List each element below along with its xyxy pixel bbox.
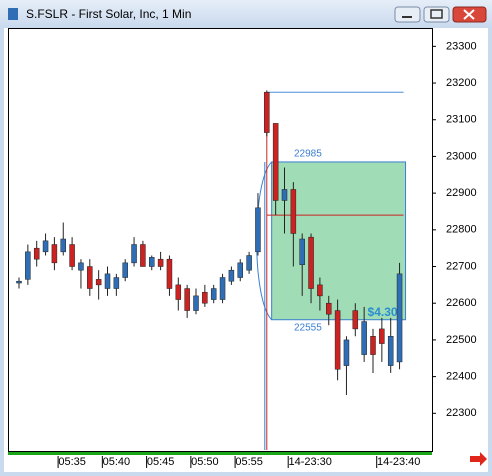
candle-body (113, 277, 120, 289)
y-tick-label: 23100 (446, 114, 477, 126)
y-tick-label: 22600 (446, 297, 477, 309)
candle-body (334, 310, 341, 370)
range-box (271, 161, 407, 321)
candle-body (51, 244, 58, 264)
time-bar (8, 452, 432, 455)
candle-body (60, 238, 66, 253)
candle-body (343, 339, 350, 366)
app-icon (8, 8, 18, 20)
candle-body (264, 91, 270, 133)
close-icon (463, 9, 475, 20)
window-title: S.FSLR - First Solar, Inc, 1 Min (26, 7, 191, 21)
scroll-arrow[interactable] (470, 452, 487, 466)
y-tick-label: 22800 (446, 224, 477, 236)
candle-body (78, 262, 84, 271)
candle-body (42, 240, 49, 253)
y-tick-label: 23300 (446, 40, 477, 52)
candle-body (281, 189, 288, 201)
candle-body (131, 244, 137, 264)
candle-body (202, 291, 208, 304)
candle-body (16, 280, 22, 284)
candle-body (25, 251, 31, 280)
range-value-label: $4.30 (368, 305, 398, 319)
candle-body (122, 262, 128, 278)
candle-body (175, 284, 182, 300)
candle-body (237, 262, 243, 278)
candle-body (193, 295, 199, 311)
y-tick-label: 22500 (446, 334, 477, 346)
candle-body (95, 279, 102, 286)
candle-body (219, 277, 226, 300)
candle-body (272, 123, 279, 201)
candle-body (317, 284, 323, 297)
candle-body (308, 236, 314, 289)
range-bottom-label: 22555 (294, 322, 322, 333)
candle-body (104, 273, 111, 289)
candle-body (246, 255, 252, 271)
candle-body (290, 189, 297, 234)
y-tick-label: 22400 (446, 371, 477, 383)
y-tick-label: 22900 (446, 187, 477, 199)
candle-body (149, 257, 155, 267)
candle-body (87, 266, 93, 289)
candle-body (166, 258, 173, 289)
x-tick-label: 05:45 (147, 456, 175, 468)
candle-body (255, 207, 261, 253)
candle-body (379, 328, 385, 344)
maximize-icon (430, 9, 443, 19)
candle-body (140, 244, 146, 267)
y-tick-label: 22700 (446, 260, 477, 272)
candle-body (370, 335, 376, 355)
x-tick-label: 05:35 (58, 456, 86, 468)
candle-body (352, 310, 359, 330)
y-tick-label: 23200 (446, 77, 477, 89)
candle-body (33, 247, 40, 260)
minimize-button[interactable] (394, 6, 421, 23)
candle-body (326, 302, 332, 315)
x-tick-label: 05:40 (103, 456, 131, 468)
candle-body (184, 288, 190, 311)
x-tick-label: 14-23:40 (377, 456, 420, 468)
y-tick-label: 22300 (446, 407, 477, 419)
candle-body (396, 273, 403, 363)
x-tick-label: 05:50 (191, 456, 219, 468)
candle-body (228, 269, 235, 282)
candle-body (69, 244, 75, 267)
x-tick-label: 14-23:30 (288, 456, 331, 468)
range-top-label: 22985 (294, 149, 322, 160)
candle-body (157, 258, 164, 267)
candle-body (210, 288, 217, 300)
y-tick-label: 23000 (446, 150, 477, 162)
x-tick-label: 05:55 (235, 456, 263, 468)
candle-body (361, 321, 367, 355)
candle-body (299, 238, 305, 265)
candle-body (387, 335, 394, 366)
